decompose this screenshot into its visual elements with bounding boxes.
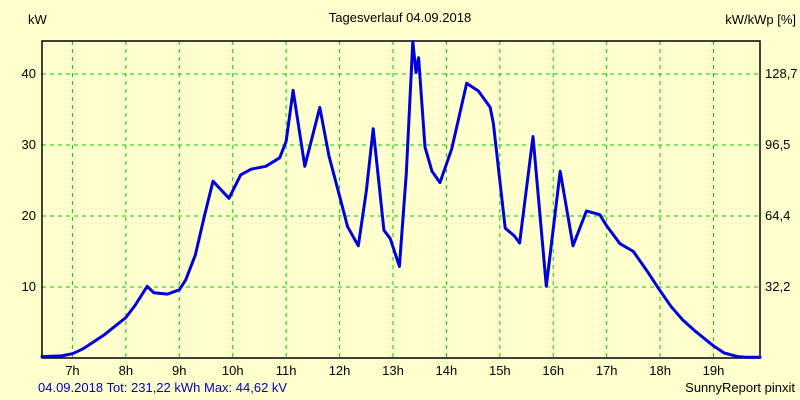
left-axis-tick-label: 20: [22, 208, 36, 223]
right-axis-tick-label: 64,4: [765, 208, 790, 223]
right-axis-tick-label: 96,5: [765, 137, 790, 152]
x-axis-tick-label: 9h: [172, 363, 186, 378]
left-axis-tick-label: 10: [22, 279, 36, 294]
x-axis-tick-label: 7h: [65, 363, 79, 378]
right-axis-unit-label: kW/kWp [%]: [725, 12, 796, 27]
x-axis-tick-label: 18h: [649, 363, 671, 378]
x-axis-tick-label: 10h: [222, 363, 244, 378]
x-axis-tick-label: 15h: [489, 363, 511, 378]
x-axis-tick-label: 17h: [596, 363, 618, 378]
right-axis-tick-label: 32,2: [765, 279, 790, 294]
report-credit-text: SunnyReport pinxit: [685, 380, 795, 395]
pv-power-curve: [40, 39, 762, 359]
x-axis-tick-label: 16h: [542, 363, 564, 378]
left-axis-tick-label: 30: [22, 137, 36, 152]
left-axis-tick-label: 40: [22, 66, 36, 81]
x-axis-tick-label: 12h: [329, 363, 351, 378]
plot-frame: [41, 40, 761, 359]
x-axis-tick-label: 13h: [382, 363, 404, 378]
x-axis-tick-label: 11h: [276, 363, 297, 378]
x-axis-tick-label: 8h: [119, 363, 133, 378]
x-axis-tick-label: 14h: [436, 363, 458, 378]
chart-title: Tagesverlauf 04.09.2018: [328, 10, 472, 25]
x-axis-tick-label: 19h: [703, 363, 725, 378]
left-axis-unit-label: kW: [28, 12, 47, 27]
daily-summary-text: 04.09.2018 Tot: 231,22 kWh Max: 44,62 kV: [38, 380, 288, 395]
right-axis-tick-label: 128,7: [765, 66, 798, 81]
